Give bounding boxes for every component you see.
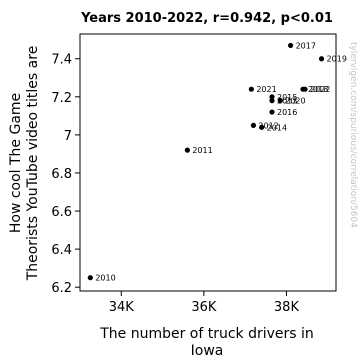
point-label: 2013 — [277, 97, 297, 106]
data-point — [250, 122, 257, 128]
y-tick-label: 7 — [64, 129, 72, 144]
point-label: 2019 — [327, 55, 347, 64]
data-point — [277, 98, 283, 104]
y-tick-label: 6.4 — [51, 243, 72, 258]
chart-title: Years 2010-2022, r=0.942, p<0.01 — [80, 11, 333, 26]
data-point — [318, 56, 325, 62]
y-tick-label: 6.6 — [51, 205, 72, 220]
data-point — [269, 98, 275, 104]
y-tick-label: 6.8 — [51, 167, 72, 182]
point-label: 2012 — [258, 121, 278, 130]
point-label: 2018 — [308, 85, 328, 94]
data-point — [259, 124, 265, 130]
plot-frame — [79, 33, 337, 292]
y-tick-label: 7.4 — [51, 53, 72, 68]
y-tick-label: 7.2 — [51, 91, 72, 106]
point-label: 2010 — [95, 274, 115, 283]
data-point — [287, 42, 294, 49]
data-point — [269, 109, 275, 115]
y-axis-label-line: How cool The Game — [8, 93, 24, 233]
y-ticks: 6.2 6.4 6.6 6.8 7 7.2 7.4 — [51, 53, 80, 296]
data-point — [184, 147, 190, 153]
point-label: 2015 — [277, 93, 297, 102]
point-label: 2022 — [310, 85, 330, 94]
point-label: 2014 — [267, 123, 287, 132]
y-axis-label-group: How cool The GameTheorists YouTube video… — [8, 46, 41, 282]
x-axis-label-line: The number of truck drivers in — [99, 326, 314, 342]
point-label: 2020 — [285, 97, 305, 106]
data-point — [302, 86, 308, 92]
x-axis-label-line: Iowa — [191, 343, 224, 356]
watermark-text: tylervigen.com/spurious/correlation/5604 — [348, 42, 358, 228]
x-axis-label: The number of truck drivers in Iowa — [99, 326, 314, 356]
data-points: 2010 2011 2012 2013 2014 2015 2016 2017 2018 2019… — [87, 41, 347, 283]
point-label: 2011 — [192, 146, 212, 155]
data-point — [269, 94, 275, 100]
watermark-group: tylervigen.com/spurious/correlation/5604 — [348, 42, 358, 228]
data-point — [87, 275, 93, 281]
y-tick-label: 6.2 — [51, 281, 72, 296]
point-label: 2017 — [296, 41, 316, 50]
x-tick-label: 38K — [274, 300, 300, 315]
point-label: 2021 — [256, 85, 276, 94]
x-tick-label: 34K — [109, 300, 135, 315]
x-ticks: 34K 36K 38K — [109, 291, 300, 315]
y-axis-label-line: Theorists YouTube video titles are — [25, 46, 41, 282]
data-point — [248, 86, 254, 92]
point-label: 2016 — [277, 108, 297, 117]
x-tick-label: 36K — [191, 300, 217, 315]
y-axis-label: How cool The GameTheorists YouTube video… — [8, 46, 41, 282]
